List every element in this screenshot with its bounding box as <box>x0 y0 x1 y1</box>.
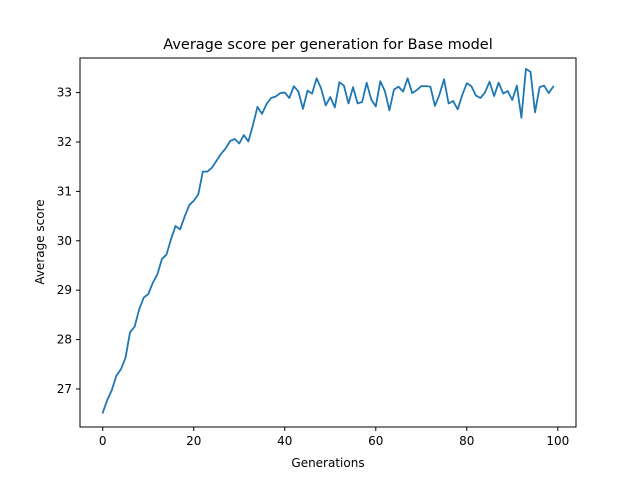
x-tick-label: 20 <box>186 434 201 448</box>
x-tick-label: 40 <box>277 434 292 448</box>
y-tick-label: 30 <box>57 234 72 248</box>
chart-title: Average score per generation for Base mo… <box>163 37 493 53</box>
axes-frame <box>79 57 577 428</box>
y-tick-label: 33 <box>57 86 72 100</box>
series-line <box>101 67 555 414</box>
y-tick-label: 31 <box>57 184 72 198</box>
x-tick-label: 60 <box>368 434 383 448</box>
y-tick-label: 28 <box>57 333 72 347</box>
y-tick-label: 29 <box>57 283 72 297</box>
x-tick-label: 100 <box>546 434 569 448</box>
x-tick-label: 80 <box>459 434 474 448</box>
y-axis-label: Average score <box>33 199 47 284</box>
plot-area <box>79 57 577 428</box>
x-axis-ticks: 0 20 40 60 80 100 <box>99 427 569 448</box>
y-tick-label: 27 <box>57 382 72 396</box>
y-tick-label: 32 <box>57 135 72 149</box>
x-tick-label: 0 <box>99 434 107 448</box>
x-axis-label: Generations <box>291 456 364 470</box>
y-axis-ticks: 27 28 29 30 31 32 33 <box>57 86 80 396</box>
